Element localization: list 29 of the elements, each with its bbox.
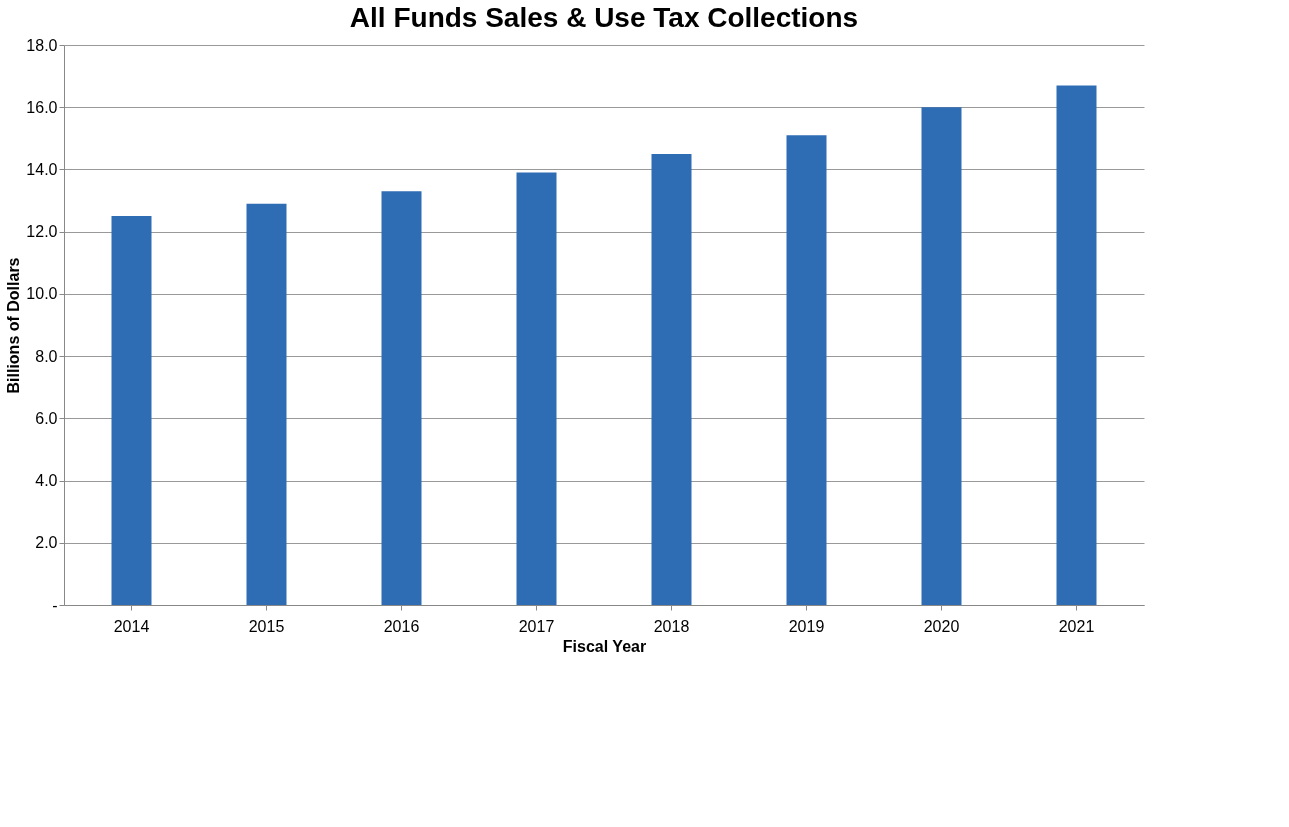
- bar: [111, 216, 152, 605]
- y-tick-label: 6.0: [35, 409, 58, 427]
- y-tick-label: 16.0: [26, 98, 58, 116]
- bar: [651, 153, 692, 605]
- bar: [1056, 85, 1097, 605]
- y-tick-label: 14.0: [26, 160, 58, 178]
- y-tick-label: 12.0: [26, 223, 58, 241]
- bar: [786, 135, 827, 605]
- y-tick-label: 10.0: [26, 285, 58, 303]
- y-tick-label: 18.0: [26, 36, 58, 54]
- y-tick-label: 8.0: [35, 347, 58, 365]
- y-axis-title: Billions of Dollars: [5, 257, 23, 394]
- bar: [381, 191, 422, 605]
- bar: [921, 107, 962, 605]
- x-axis-title: Fiscal Year: [562, 637, 647, 655]
- x-tick-label: 2016: [383, 617, 420, 635]
- x-tick-label: 2019: [788, 617, 825, 635]
- x-tick-label: 2014: [113, 617, 150, 635]
- y-tick-label: -: [52, 596, 58, 614]
- y-tick-label: 2.0: [35, 534, 58, 552]
- x-tick-label: 2021: [1058, 617, 1095, 635]
- x-tick-label: 2017: [518, 617, 555, 635]
- x-tick-label: 2018: [653, 617, 690, 635]
- bar: [516, 172, 557, 605]
- y-tick-label: 4.0: [35, 472, 58, 490]
- x-tick-label: 2015: [248, 617, 285, 635]
- x-tick-label: 2020: [923, 617, 960, 635]
- chart-title: All Funds Sales & Use Tax Collections: [349, 2, 859, 33]
- bar: [246, 203, 287, 605]
